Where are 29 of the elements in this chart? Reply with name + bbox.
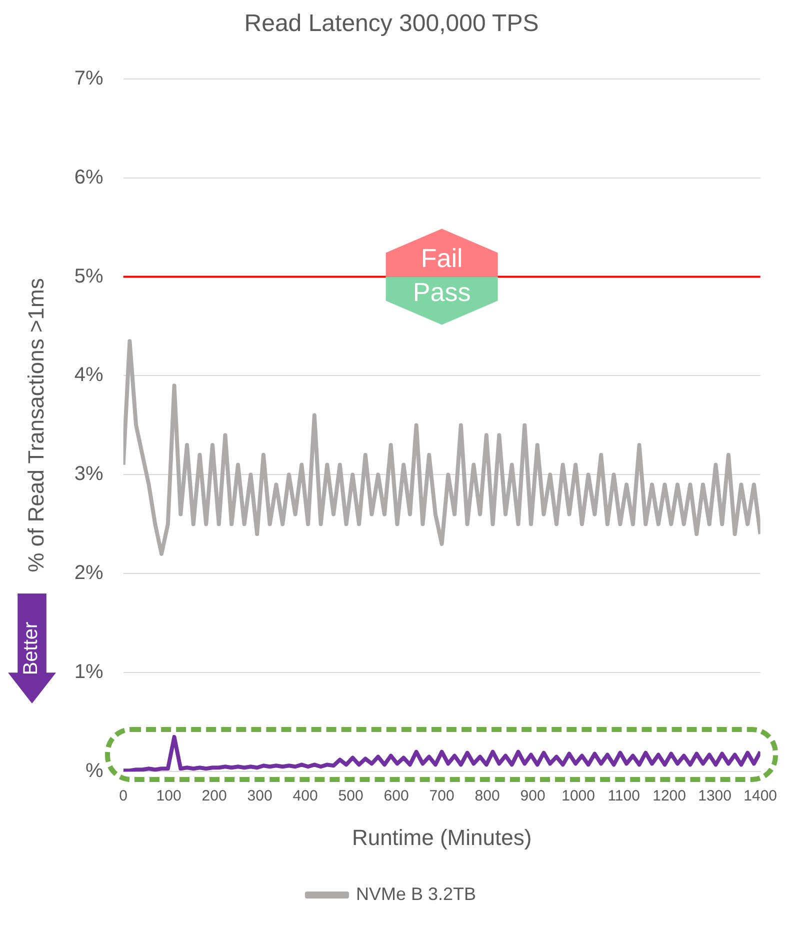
y-tick-label: 4% xyxy=(74,364,104,386)
annotation: Fail xyxy=(420,242,463,273)
y-tick-label: 7% xyxy=(74,67,104,90)
y-tick-label: 6% xyxy=(74,166,104,188)
y-tick-label: 5% xyxy=(74,265,104,288)
x-tick-label: 300 xyxy=(247,788,272,805)
y-tick-label: 1% xyxy=(74,661,104,684)
x-tick-label: 1300 xyxy=(698,788,732,805)
x-tick-label: 1000 xyxy=(562,788,595,805)
y-tick-label: 3% xyxy=(74,463,104,486)
annotation: Pass xyxy=(412,276,471,307)
x-tick-label: 400 xyxy=(292,788,318,805)
x-tick-label: 200 xyxy=(202,788,227,805)
x-tick-label: 1100 xyxy=(608,788,640,805)
x-tick-label: 0 xyxy=(119,788,128,805)
x-tick-label: 1400 xyxy=(744,788,778,805)
legend-label: NVMe B 3.2TB xyxy=(356,884,476,904)
chart-title: Read Latency 300,000 TPS xyxy=(244,10,539,38)
y-tick-label: % xyxy=(86,760,104,782)
x-tick-label: 800 xyxy=(474,788,500,805)
x-axis-title: Runtime (Minutes) xyxy=(352,824,532,850)
y-axis-title: % of Read Transactions >1ms xyxy=(23,278,48,572)
x-tick-label: 500 xyxy=(338,788,364,805)
x-tick-label: 900 xyxy=(520,788,546,805)
y-tick-label: 2% xyxy=(74,562,104,584)
x-tick-label: 1200 xyxy=(652,788,686,805)
x-tick-label: 100 xyxy=(156,788,182,805)
x-tick-label: 600 xyxy=(384,788,409,805)
x-tick-label: 700 xyxy=(429,788,454,805)
